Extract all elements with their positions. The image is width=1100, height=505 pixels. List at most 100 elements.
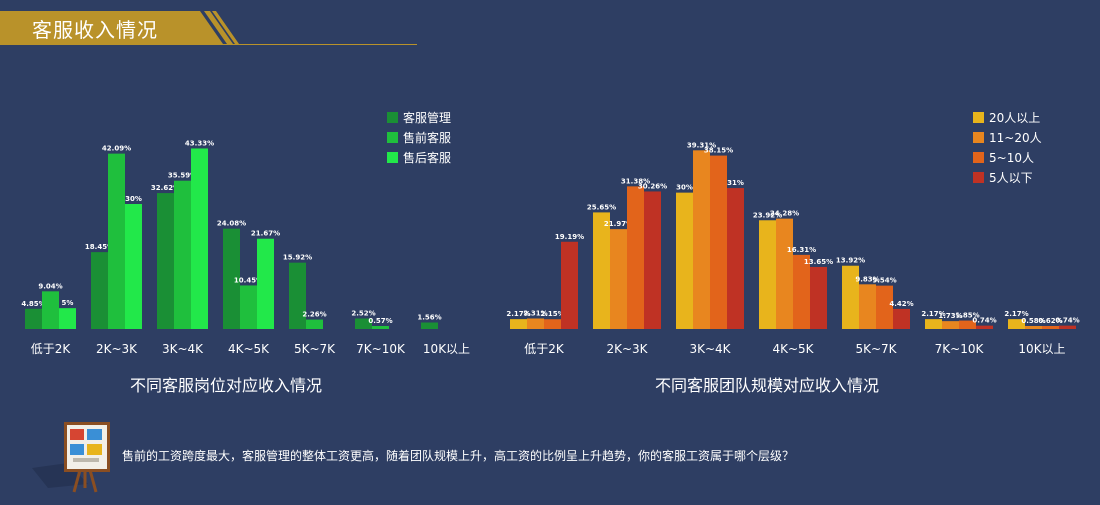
chart-by-team-size: 2.17%2.31%2.15%19.19%低于2K25.65%21.97%31.… [506,111,1079,356]
data-label: 0.62% [1038,317,1062,325]
data-label: 31.38% [621,177,650,185]
x-tick-label: 低于2K [31,342,72,356]
bar [240,285,257,329]
data-label: 1.56% [417,314,441,322]
bar [108,153,125,329]
data-label: 2.52% [351,310,375,318]
data-label: 2.17% [1004,310,1028,318]
data-label: 19.19% [555,233,584,241]
x-tick-label: 7K~10K [356,342,406,356]
bar [610,229,627,329]
bar [25,308,42,329]
bar [510,319,527,329]
data-label: 35.59% [168,172,197,180]
legend-swatch [387,112,398,123]
x-tick-label: 4K~5K [772,342,814,356]
bar [174,180,191,329]
x-tick-label: 10K以上 [1018,342,1065,356]
legend-swatch [387,132,398,143]
data-label: 24.08% [217,220,246,228]
legend-entry: 售前客服 [403,130,451,145]
data-label: 10.45% [234,276,263,284]
bar [859,284,876,329]
bar [1008,319,1025,329]
x-tick-label: 7K~10K [935,342,985,356]
bar [157,193,174,329]
legend-swatch [387,152,398,163]
data-label: 16.31% [787,246,816,254]
bar [727,188,744,329]
chart-title-team-size: 不同客服团队规模对应收入情况 [655,376,880,395]
data-label: 32.62% [151,184,180,192]
data-label: 5% [62,299,74,307]
banner-shape [0,11,417,45]
bar [710,155,727,329]
data-label: 13.92% [836,257,865,265]
data-label: 9.04% [38,282,62,290]
footnote-text: 售前的工资跨度最大，客服管理的整体工资更高，随着团队规模上升，高工资的比例呈上升… [122,449,795,463]
data-label: 2.17% [921,310,945,318]
bar [91,252,108,329]
data-label: 30% [125,195,142,203]
bar [676,192,693,329]
bar [759,220,776,329]
x-tick-label: 2K~3K [96,342,138,356]
legend-entry: 5~10人 [989,151,1034,165]
bar [372,326,389,329]
data-label: 30.26% [638,182,667,190]
data-label: 30% [676,184,693,192]
x-tick-label: 4K~5K [228,342,270,356]
bar [191,148,208,329]
data-label: 13.65% [804,258,833,266]
chart-title-position: 不同客服岗位对应收入情况 [130,376,323,395]
legend-swatch [973,152,984,163]
bar [793,254,810,329]
data-label: 0.74% [1055,317,1079,325]
data-label: 1.73% [938,312,962,320]
bar [257,238,274,329]
legend-entry: 20人以上 [989,111,1040,125]
bar [306,319,323,329]
data-label: 42.09% [102,145,131,153]
data-label: 39.31% [687,141,716,149]
bar [42,291,59,329]
data-label: 15.92% [283,254,312,262]
bar [561,241,578,329]
data-label: 1.85% [955,312,979,320]
data-label: 21.67% [251,230,280,238]
data-label: 0.58% [1021,317,1045,325]
data-label: 2.17% [506,310,530,318]
data-label: 38.15% [704,147,733,155]
easel-icon [28,418,118,498]
data-label: 21.97% [604,220,633,228]
data-label: 4.85% [21,300,45,308]
bar [842,265,859,329]
bar [223,228,240,329]
data-label: 24.28% [770,210,799,218]
bar [1059,325,1076,329]
bar [644,191,661,329]
legend-swatch [973,132,984,143]
data-label: 18.45% [85,243,114,251]
data-label: 0.57% [368,317,392,325]
x-tick-label: 2K~3K [606,342,648,356]
data-label: 4.42% [889,300,913,308]
bar [421,322,438,329]
bar [876,285,893,329]
x-tick-label: 3K~4K [162,342,204,356]
legend-entry: 售后客服 [403,150,451,165]
bar [544,319,561,329]
data-label: 2.31% [523,310,547,318]
x-tick-label: 5K~7K [294,342,336,356]
data-label: 31% [727,179,744,187]
bar [627,186,644,329]
legend-swatch [973,172,984,183]
data-label: 25.65% [587,203,616,211]
legend-entry: 5人以下 [989,171,1033,185]
bar [527,318,544,329]
bar [810,266,827,329]
bar [59,308,76,329]
legend-entry: 客服管理 [403,110,451,125]
header-banner: 客服收入情况 [0,0,420,48]
x-tick-label: 低于2K [524,342,565,356]
